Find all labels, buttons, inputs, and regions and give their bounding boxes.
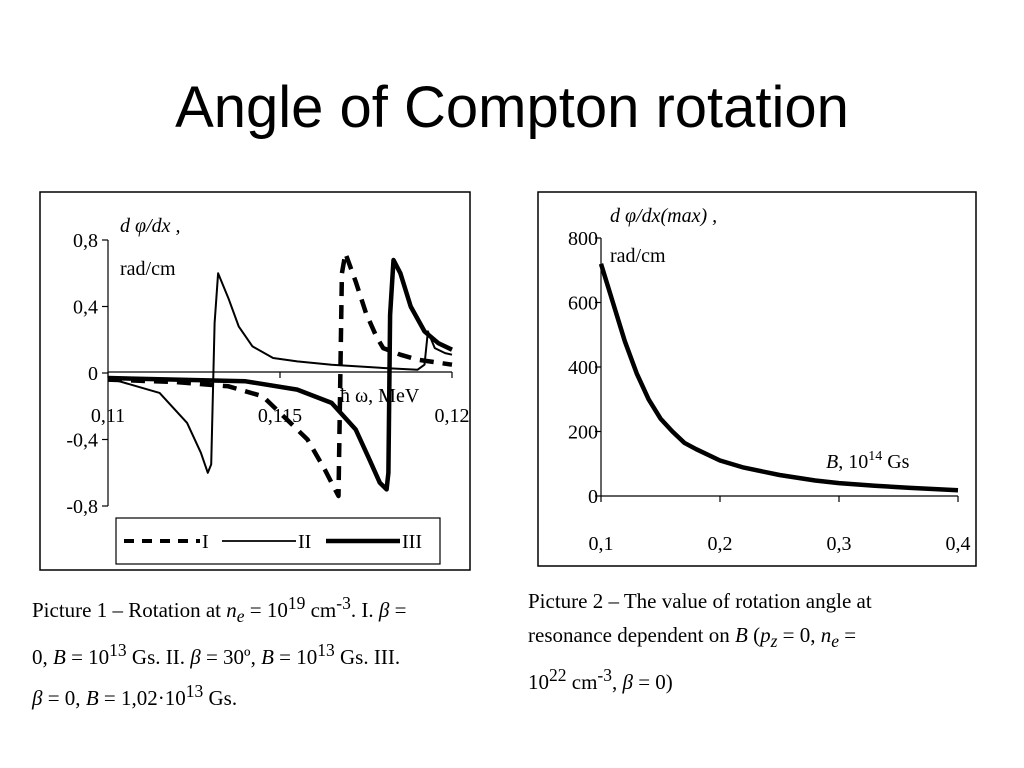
caption-picture-1: Picture 1 – Rotation at ne = 1019 cm-3. … (32, 586, 512, 715)
cap2-b: B (735, 623, 748, 647)
cap1-beta: β (378, 598, 390, 622)
chart2-xlabel-var: B (826, 451, 838, 473)
cap1-n: n (226, 598, 237, 622)
cap2-text: ( (747, 623, 761, 647)
chart1-ytick-label: 0 (88, 363, 98, 385)
cap1-text: cm (305, 598, 337, 622)
cap1-b: B (261, 645, 274, 670)
cap1-beta: β (32, 686, 43, 711)
chart2-frame (537, 191, 977, 567)
chart2-xlabel: B, 1014 Gs (826, 449, 910, 473)
caption2-line3: 1022 cm-3, β = 0) (528, 658, 1008, 699)
cap1-text: = 1,02·10 (98, 686, 186, 711)
cap1-exp: 19 (287, 593, 306, 613)
chart1-ylabel-line1: d φ/dx , (120, 215, 181, 237)
cap2-text: cm (566, 670, 598, 695)
caption1-line3: β = 0, B = 1,02·1013 Gs. (32, 674, 512, 715)
chart2-ytick-label: 400 (568, 357, 598, 379)
cap2-beta: β (622, 670, 633, 695)
chart1-series-i (107, 251, 453, 499)
cap2-n: n (820, 623, 832, 647)
legend-label-ii: II (298, 531, 311, 553)
cap1-exp: 13 (317, 640, 335, 661)
cap1-text: . I. (350, 598, 379, 622)
cap1-text: = 30º, (200, 645, 262, 670)
chart1-xtick-label: 0,12 (435, 405, 470, 427)
chart1-ytick-label: -0,8 (66, 496, 98, 518)
caption2-line1: Picture 2 – The value of rotation angle … (528, 589, 872, 613)
cap2-exp: -3 (597, 665, 612, 686)
cap2-text: = (839, 623, 857, 647)
cap2-text: 10 (528, 670, 549, 695)
chart2-ylabel-line2: rad/cm (610, 245, 666, 267)
caption2-line2: resonance dependent on B (pz = 0, ne = (528, 618, 1008, 658)
cap1-e: e (236, 606, 245, 627)
slide-title: Angle of Compton rotation (175, 75, 849, 140)
cap1-text: Gs. III. (334, 645, 401, 670)
chart1-legend: I II III (115, 517, 441, 565)
cap1-exp: -3 (336, 593, 351, 613)
cap1-beta: β (190, 645, 201, 670)
cap1-text: Gs. (203, 686, 238, 711)
cap2-z: z (770, 631, 778, 652)
legend-label-i: I (202, 531, 209, 553)
chart1-xtick-label: 0,115 (258, 405, 302, 427)
cap2-text: , (611, 670, 623, 695)
cap2-exp: 22 (549, 665, 567, 686)
chart1-ytick-label: 0,4 (73, 297, 98, 319)
cap1-b: B (53, 645, 66, 670)
caption1-line1: Picture 1 – Rotation at ne = 1019 cm-3. … (32, 586, 512, 633)
cap1-exp: 13 (109, 640, 127, 661)
cap1-text: Picture 1 – Rotation at (32, 598, 227, 622)
chart1-ytick-label: -0,4 (66, 430, 98, 452)
chart1-xlabel: ħ ω, MeV (340, 385, 420, 407)
chart2-ylabel-line1: d φ/dx(max) , (610, 205, 717, 227)
chart1-ytick-label: 0,8 (73, 230, 98, 252)
cap1-text: = 0, (42, 686, 86, 711)
chart1-ylabel-line2: rad/cm (120, 258, 176, 280)
chart2-xlabel-unit-post: Gs (882, 451, 909, 473)
cap1-b: B (85, 686, 99, 711)
cap1-exp: 13 (185, 681, 204, 702)
chart2-xtick-label: 0,4 (946, 533, 971, 555)
chart2-ytick-label: 0 (588, 486, 598, 508)
cap2-p: p (760, 623, 771, 647)
caption1-line2: 0, B = 1013 Gs. II. β = 30º, B = 1013 Gs… (32, 633, 512, 674)
chart2-ytick-label: 200 (568, 422, 598, 444)
cap1-text: = 10 (273, 645, 318, 670)
cap2-text: = 0) (632, 670, 673, 695)
cap1-text: Gs. II. (126, 645, 191, 670)
chart1-series-ii (107, 272, 453, 474)
chart1-xtick-label: 0,11 (91, 405, 125, 427)
cap1-text: = 10 (65, 645, 110, 670)
legend-label-iii: III (402, 531, 422, 553)
cap1-text: = 10 (244, 598, 288, 622)
cap1-text: 0, (32, 645, 53, 670)
caption-picture-2: Picture 2 – The value of rotation angle … (528, 584, 1008, 699)
chart2-ytick-label: 800 (568, 228, 598, 250)
chart2-xlabel-exp: 14 (868, 449, 882, 464)
chart2-xtick-label: 0,2 (708, 533, 733, 555)
chart2-xlabel-unit-pre: , 10 (838, 451, 868, 473)
cap2-text: = 0, (777, 623, 821, 647)
chart2-xtick-label: 0,1 (589, 533, 614, 555)
chart1-series-iii (107, 257, 453, 492)
cap2-text: resonance dependent on (528, 623, 735, 647)
cap2-e: e (831, 631, 840, 652)
chart2-series-line (598, 263, 959, 493)
chart2-xtick-label: 0,3 (827, 533, 852, 555)
cap1-text: = (389, 598, 407, 622)
chart2-ytick-label: 600 (568, 293, 598, 315)
